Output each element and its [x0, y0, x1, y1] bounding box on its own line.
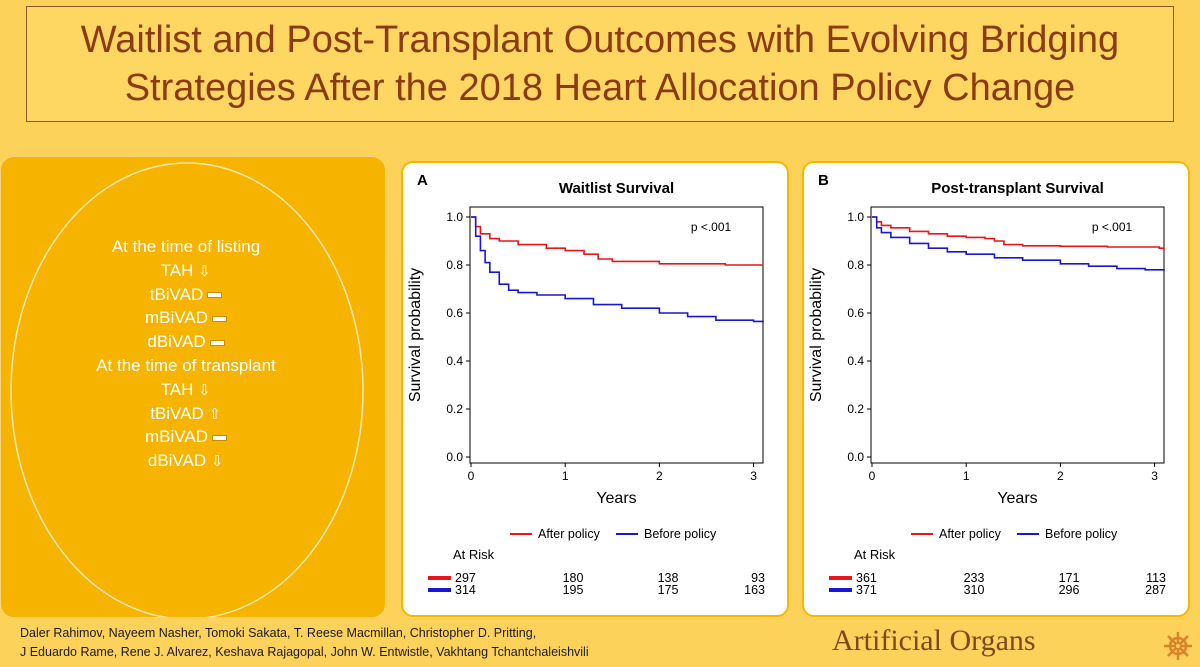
at-risk-count: 371 [856, 583, 877, 597]
strategy-item: TAH ⇩ [1, 378, 371, 402]
p-value-annotation: p <.001 [691, 220, 732, 234]
survival-curve-after-policy [471, 216, 763, 266]
x-tick-label: 1 [963, 469, 970, 483]
y-tick-label: 0.8 [847, 258, 864, 272]
legend-label: After policy [939, 527, 1002, 541]
no-change-icon [209, 339, 225, 346]
y-tick-label: 0.6 [446, 306, 463, 320]
authors-line-2: J Eduardo Rame, Rene J. Alvarez, Keshava… [20, 645, 589, 659]
at-risk-count: 233 [964, 571, 985, 585]
no-change-icon [207, 292, 223, 299]
at-risk-label: At Risk [854, 547, 896, 562]
strategy-name: tBiVAD [150, 403, 204, 423]
at-risk-count: 310 [964, 583, 985, 597]
at-risk-count: 113 [1146, 571, 1166, 585]
at-risk-count: 93 [751, 571, 765, 585]
x-tick-label: 3 [1151, 469, 1158, 483]
at-risk-count: 361 [856, 571, 877, 585]
arrow-down-icon: ⇩ [198, 381, 211, 399]
p-value-annotation: p <.001 [1092, 220, 1133, 234]
y-axis-label: Survival probability [407, 268, 424, 402]
y-tick-label: 0.4 [446, 354, 463, 368]
strategy-item: TAH ⇩ [1, 259, 371, 283]
title-banner: Waitlist and Post-Transplant Outcomes wi… [26, 6, 1174, 122]
at-risk-count: 171 [1059, 571, 1080, 585]
y-tick-label: 1.0 [446, 210, 463, 224]
strategy-heading: At the time of listing [1, 235, 371, 259]
strategy-name: mBiVAD [145, 427, 208, 447]
y-tick-label: 0.0 [446, 450, 463, 464]
plot-frame [469, 206, 764, 464]
legend-label: Before policy [1045, 527, 1118, 541]
y-tick-label: 1.0 [847, 210, 864, 224]
strategy-name: TAH [160, 379, 194, 399]
plot-frame [870, 206, 1165, 464]
at-risk-count: 296 [1059, 583, 1080, 597]
at-risk-count: 138 [658, 571, 679, 585]
post-transplant-survival-chart: B Post-transplant Survival 0.0 0.2 0.4 0.6 0.8… [802, 161, 1190, 617]
at-risk-count: 180 [563, 571, 584, 585]
strategy-item: dBiVAD [1, 330, 371, 354]
title-line-2: Strategies After the 2018 Heart Allocati… [124, 67, 1076, 109]
at-risk-count: 297 [455, 571, 476, 585]
strategy-item: tBiVAD ⇧ [1, 402, 371, 426]
chart-title: Waitlist Survival [559, 180, 674, 197]
bridging-strategies-panel: At the time of listing TAH ⇩ tBiVAD mBiVAD dB… [0, 156, 386, 618]
at-risk-count: 175 [658, 583, 679, 597]
strategy-heading-text: At the time of transplant [96, 355, 276, 375]
y-tick-label: 0.0 [847, 450, 864, 464]
strategy-name: mBiVAD [145, 308, 208, 328]
y-axis-label: Survival probability [808, 268, 825, 402]
strategy-name: dBiVAD [147, 451, 207, 471]
y-tick-label: 0.8 [446, 258, 463, 272]
strategy-item: mBiVAD [1, 306, 371, 330]
survival-curve-after-policy [872, 216, 1165, 250]
strategy-name: dBiVAD [147, 332, 206, 352]
panel-label: B [818, 172, 829, 189]
strategy-name: TAH [160, 260, 194, 280]
y-tick-label: 0.2 [446, 402, 463, 416]
no-change-icon [211, 434, 227, 441]
chart-title: Post-transplant Survival [931, 180, 1104, 197]
title-line-1: Waitlist and Post-Transplant Outcomes wi… [80, 19, 1120, 61]
at-risk-count: 287 [1145, 583, 1166, 597]
strategy-item: mBiVAD [1, 425, 371, 449]
legend-label: Before policy [644, 527, 717, 541]
strategy-list: At the time of listing TAH ⇩ tBiVAD mBiVAD dB… [1, 235, 371, 473]
x-axis-label: Years [596, 490, 636, 507]
at-risk-count: 314 [455, 583, 476, 597]
arrow-up-icon: ⇧ [208, 405, 222, 423]
legend-label: After policy [538, 527, 601, 541]
x-tick-label: 2 [1057, 469, 1064, 483]
at-risk-label: At Risk [453, 547, 495, 562]
x-tick-label: 2 [656, 469, 663, 483]
waitlist-survival-chart: A Waitlist Survival 0.0 0.2 0.4 0.6 0.8 1.0 0 1 2 3… [401, 161, 789, 617]
y-tick-label: 0.2 [847, 402, 864, 416]
x-tick-label: 0 [869, 469, 876, 483]
authors-line-1: Daler Rahimov, Nayeem Nasher, Tomoki Sak… [20, 626, 537, 640]
strategy-item: tBiVAD [1, 283, 371, 307]
authors: Daler Rahimov, Nayeem Nasher, Tomoki Sak… [20, 624, 589, 662]
strategy-item: dBiVAD ⇩ [1, 449, 371, 473]
strategy-heading: At the time of transplant [1, 354, 371, 378]
no-change-icon [211, 315, 227, 322]
journal-name: Artificial Organs [832, 624, 1036, 657]
x-tick-label: 1 [562, 469, 569, 483]
panel-label: A [417, 172, 428, 189]
arrow-down-icon: ⇩ [198, 262, 211, 280]
at-risk-count: 195 [563, 583, 584, 597]
ellipse-outline [10, 162, 364, 617]
y-tick-label: 0.4 [847, 354, 864, 368]
strategy-heading-text: At the time of listing [111, 237, 261, 256]
x-tick-label: 0 [468, 469, 475, 483]
at-risk-count: 163 [744, 583, 765, 597]
arrow-down-icon: ⇩ [210, 453, 224, 471]
survival-curve-before-policy [872, 216, 1165, 271]
strategy-name: tBiVAD [149, 284, 204, 304]
x-tick-label: 3 [750, 469, 757, 483]
survival-curve-before-policy [471, 216, 764, 323]
y-tick-label: 0.6 [847, 306, 864, 320]
journal-logo-icon [1164, 632, 1192, 660]
x-axis-label: Years [997, 490, 1037, 507]
